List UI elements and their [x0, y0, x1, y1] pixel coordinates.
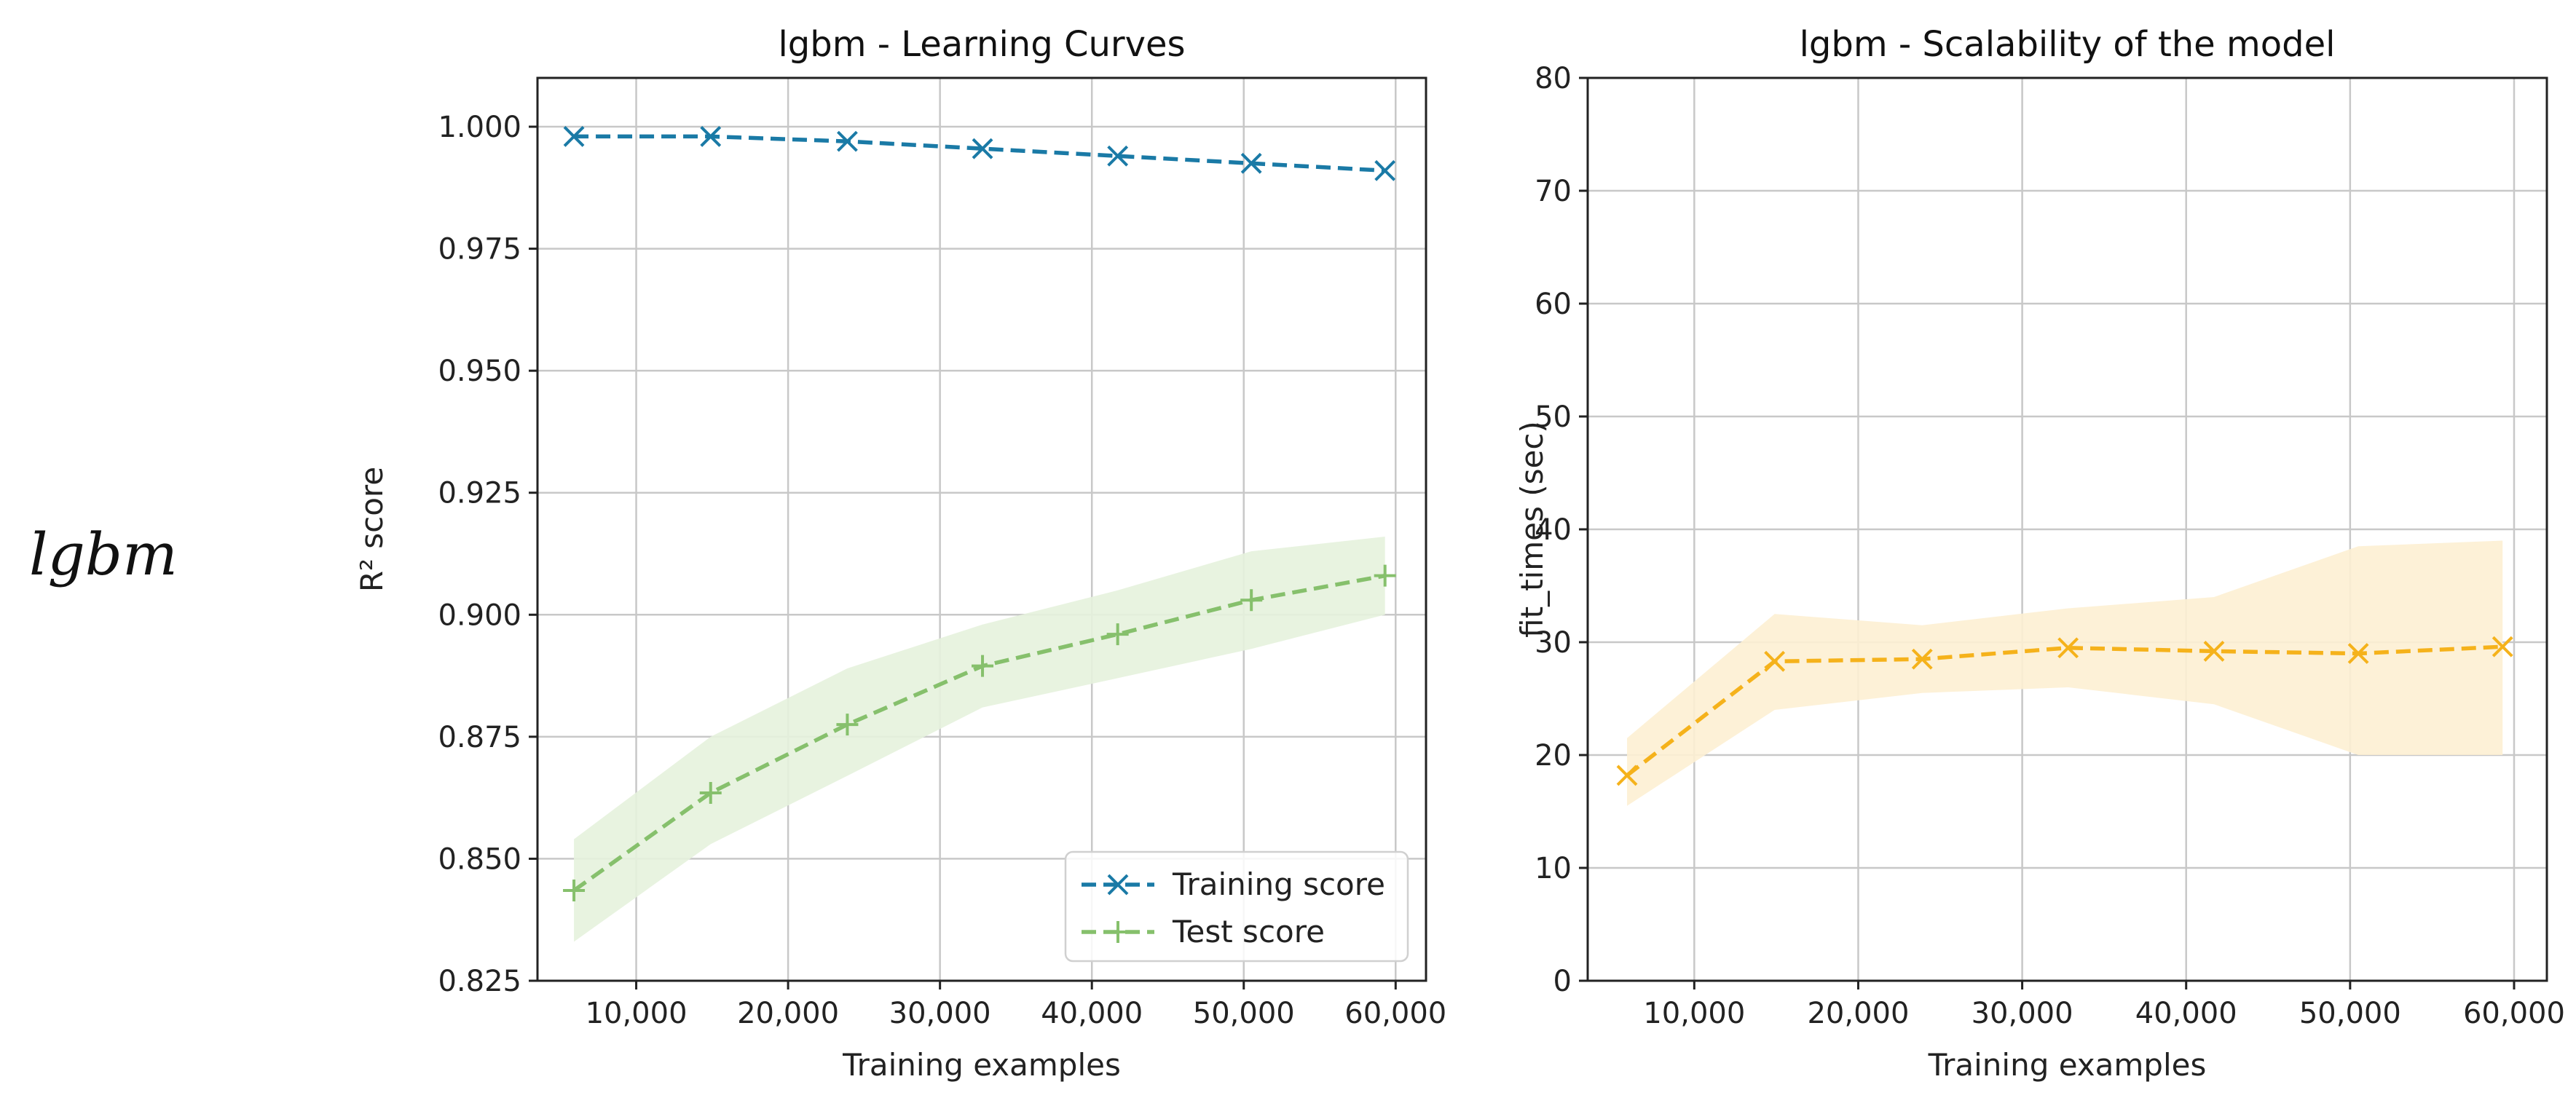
x-marker — [700, 126, 722, 147]
y-axis-label: fit_times (sec) — [1514, 421, 1550, 638]
data-point-fit — [1911, 648, 1933, 670]
y-tick-label: 1.000 — [438, 111, 521, 144]
y-tick-label: 20 — [1535, 739, 1572, 773]
plot-frame — [536, 76, 1427, 982]
data-point-fit — [2203, 640, 2225, 662]
x-tick-label: 40,000 — [1041, 997, 1143, 1030]
data-point-train — [563, 126, 585, 147]
scalability-chart: 10,000 20,000 30,000 40,000 50,000 60,000 0 10 2… — [1514, 24, 2565, 1083]
plus-marker — [972, 655, 994, 677]
x-marker — [563, 126, 585, 147]
chart-title: lgbm - Learning Curves — [778, 24, 1185, 65]
x-marker — [1764, 650, 1786, 672]
confidence-band-fit — [1627, 540, 2503, 806]
data-point-train — [700, 126, 722, 147]
plus-marker — [1374, 564, 1396, 587]
x-tick-label: 50,000 — [1193, 997, 1295, 1030]
row-label: lgbm — [29, 521, 178, 588]
legend-label: Test score — [1172, 914, 1325, 949]
data-point-train — [972, 138, 993, 159]
x-marker — [1374, 159, 1396, 181]
y-tick-label: 0.850 — [438, 842, 521, 876]
x-axis-label: Training examples — [1928, 1047, 2207, 1083]
data-point-fit — [2057, 637, 2079, 659]
y-tick-label: 50 — [1535, 400, 1572, 434]
x-tick-label: 30,000 — [1972, 997, 2073, 1030]
plus-marker — [563, 880, 586, 901]
x-tick-label: 50,000 — [2299, 997, 2401, 1030]
y-tick-label: 0.875 — [438, 721, 521, 754]
x-marker — [837, 130, 858, 152]
y-axis-label: R² score — [354, 467, 390, 592]
x-marker — [2347, 643, 2369, 664]
x-tick-label: 20,000 — [1807, 997, 1909, 1030]
y-tick-label: 10 — [1535, 852, 1572, 885]
x-marker — [972, 138, 993, 159]
y-tick-label: 0.975 — [438, 233, 521, 266]
y-tick-label: 60 — [1535, 288, 1572, 321]
plus-marker — [1106, 623, 1129, 646]
data-point-fit — [2492, 636, 2513, 657]
y-tick-label: 70 — [1535, 175, 1572, 208]
x-marker — [1616, 765, 1638, 786]
legend-plus-marker — [1107, 921, 1129, 943]
plus-marker — [836, 714, 859, 736]
data-point-fit — [2347, 643, 2369, 664]
data-point-train — [1240, 152, 1262, 174]
y-tick-label: 0.900 — [438, 599, 521, 632]
data-point-test — [563, 880, 586, 901]
chart-title: lgbm - Scalability of the model — [1800, 24, 2336, 65]
y-tick-label: 30 — [1535, 626, 1572, 660]
x-marker — [1911, 648, 1933, 670]
data-point-fit — [1616, 765, 1638, 786]
x-tick-label: 60,000 — [2463, 997, 2565, 1030]
data-point-fit — [1764, 650, 1786, 672]
plus-marker — [699, 781, 722, 804]
data-point-test — [1374, 564, 1396, 587]
data-point-test — [972, 655, 994, 677]
data-point-test — [1240, 589, 1263, 612]
x-marker — [1240, 152, 1262, 174]
confidence-band-test — [574, 537, 1385, 942]
data-point-train — [1374, 159, 1396, 181]
x-marker — [2492, 636, 2513, 657]
x-axis-label: Training examples — [842, 1047, 1121, 1083]
x-tick-label: 20,000 — [737, 997, 839, 1030]
y-tick-label: 40 — [1535, 513, 1572, 547]
legend-label: Training score — [1172, 866, 1385, 902]
x-tick-label: 60,000 — [1344, 997, 1446, 1030]
x-marker — [1107, 145, 1129, 167]
legend-x-marker — [1107, 874, 1129, 896]
data-point-test — [836, 714, 859, 736]
x-marker — [2203, 640, 2225, 662]
y-tick-label: 0 — [1553, 965, 1572, 998]
y-tick-label: 0.925 — [438, 477, 521, 510]
plus-marker — [1240, 589, 1263, 612]
x-marker — [2057, 637, 2079, 659]
data-point-train — [837, 130, 858, 152]
data-point-test — [1106, 623, 1129, 646]
x-tick-label: 10,000 — [586, 997, 688, 1030]
x-tick-label: 10,000 — [1643, 997, 1745, 1030]
legend: Training score Test score — [1064, 850, 1409, 963]
x-tick-label: 40,000 — [2135, 997, 2237, 1030]
y-tick-label: 80 — [1535, 62, 1572, 95]
data-point-test — [699, 781, 722, 804]
x-tick-label: 30,000 — [889, 997, 991, 1030]
y-tick-label: 0.950 — [438, 355, 521, 388]
learning-curves-chart: 10,000 20,000 30,000 40,000 50,000 60,000 0.82… — [354, 24, 1446, 1083]
y-tick-label: 0.825 — [438, 965, 521, 998]
data-point-train — [1107, 145, 1129, 167]
